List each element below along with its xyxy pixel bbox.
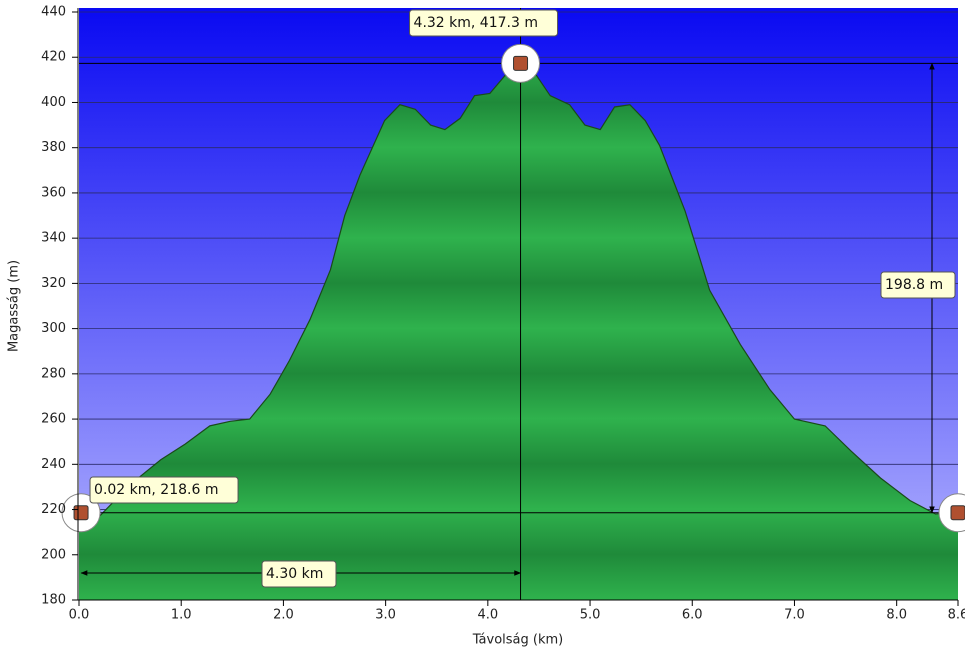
- peak-label-box: [409, 9, 559, 37]
- y-tick-label: 340: [41, 231, 66, 246]
- rise-label-box: [880, 271, 956, 299]
- y-tick-label: 240: [41, 457, 66, 472]
- start-label: 0.02 km, 218.6 m: [94, 482, 218, 498]
- x-axis-label: Távolság (km): [472, 633, 563, 648]
- x-tick-label: 6.0: [682, 608, 703, 623]
- x-tick-label: 2.0: [273, 608, 294, 623]
- y-tick-label: 420: [41, 50, 66, 65]
- y-tick-label: 180: [41, 593, 66, 608]
- distance-label-box: [261, 560, 337, 588]
- y-tick-label: 440: [41, 5, 66, 20]
- peak-marker-icon: [513, 55, 529, 71]
- peak-label: 4.32 km, 417.3 m: [414, 15, 538, 31]
- y-tick-label: 320: [41, 276, 66, 291]
- y-tick-label: 360: [41, 185, 66, 200]
- y-axis-label: Magasság (m): [7, 260, 22, 352]
- x-tick-label: 3.0: [375, 608, 396, 623]
- y-tick-label: 400: [41, 95, 66, 110]
- end-marker-icon: [950, 505, 965, 521]
- start-label-box: [89, 476, 239, 504]
- start-marker-icon: [73, 505, 89, 521]
- x-tick-label: 1.0: [171, 608, 192, 623]
- y-tick-label: 280: [41, 366, 66, 381]
- elevation-line: [78, 62, 959, 517]
- x-tick-label: 8.6: [948, 608, 965, 623]
- x-tick-label: 4.0: [477, 608, 498, 623]
- x-tick-label: 7.0: [784, 608, 805, 623]
- elevation-area: [79, 63, 958, 601]
- y-tick-label: 380: [41, 140, 66, 155]
- y-tick-label: 220: [41, 502, 66, 517]
- y-tick-label: 260: [41, 412, 66, 427]
- distance-label: 4.30 km: [266, 566, 323, 582]
- x-tick-label: 5.0: [580, 608, 601, 623]
- y-tick-label: 300: [41, 321, 66, 336]
- rise-label: 198.8 m: [885, 277, 943, 293]
- y-tick-label: 200: [41, 547, 66, 562]
- x-tick-label: 8.0: [886, 608, 907, 623]
- x-tick-label: 0.0: [69, 608, 90, 623]
